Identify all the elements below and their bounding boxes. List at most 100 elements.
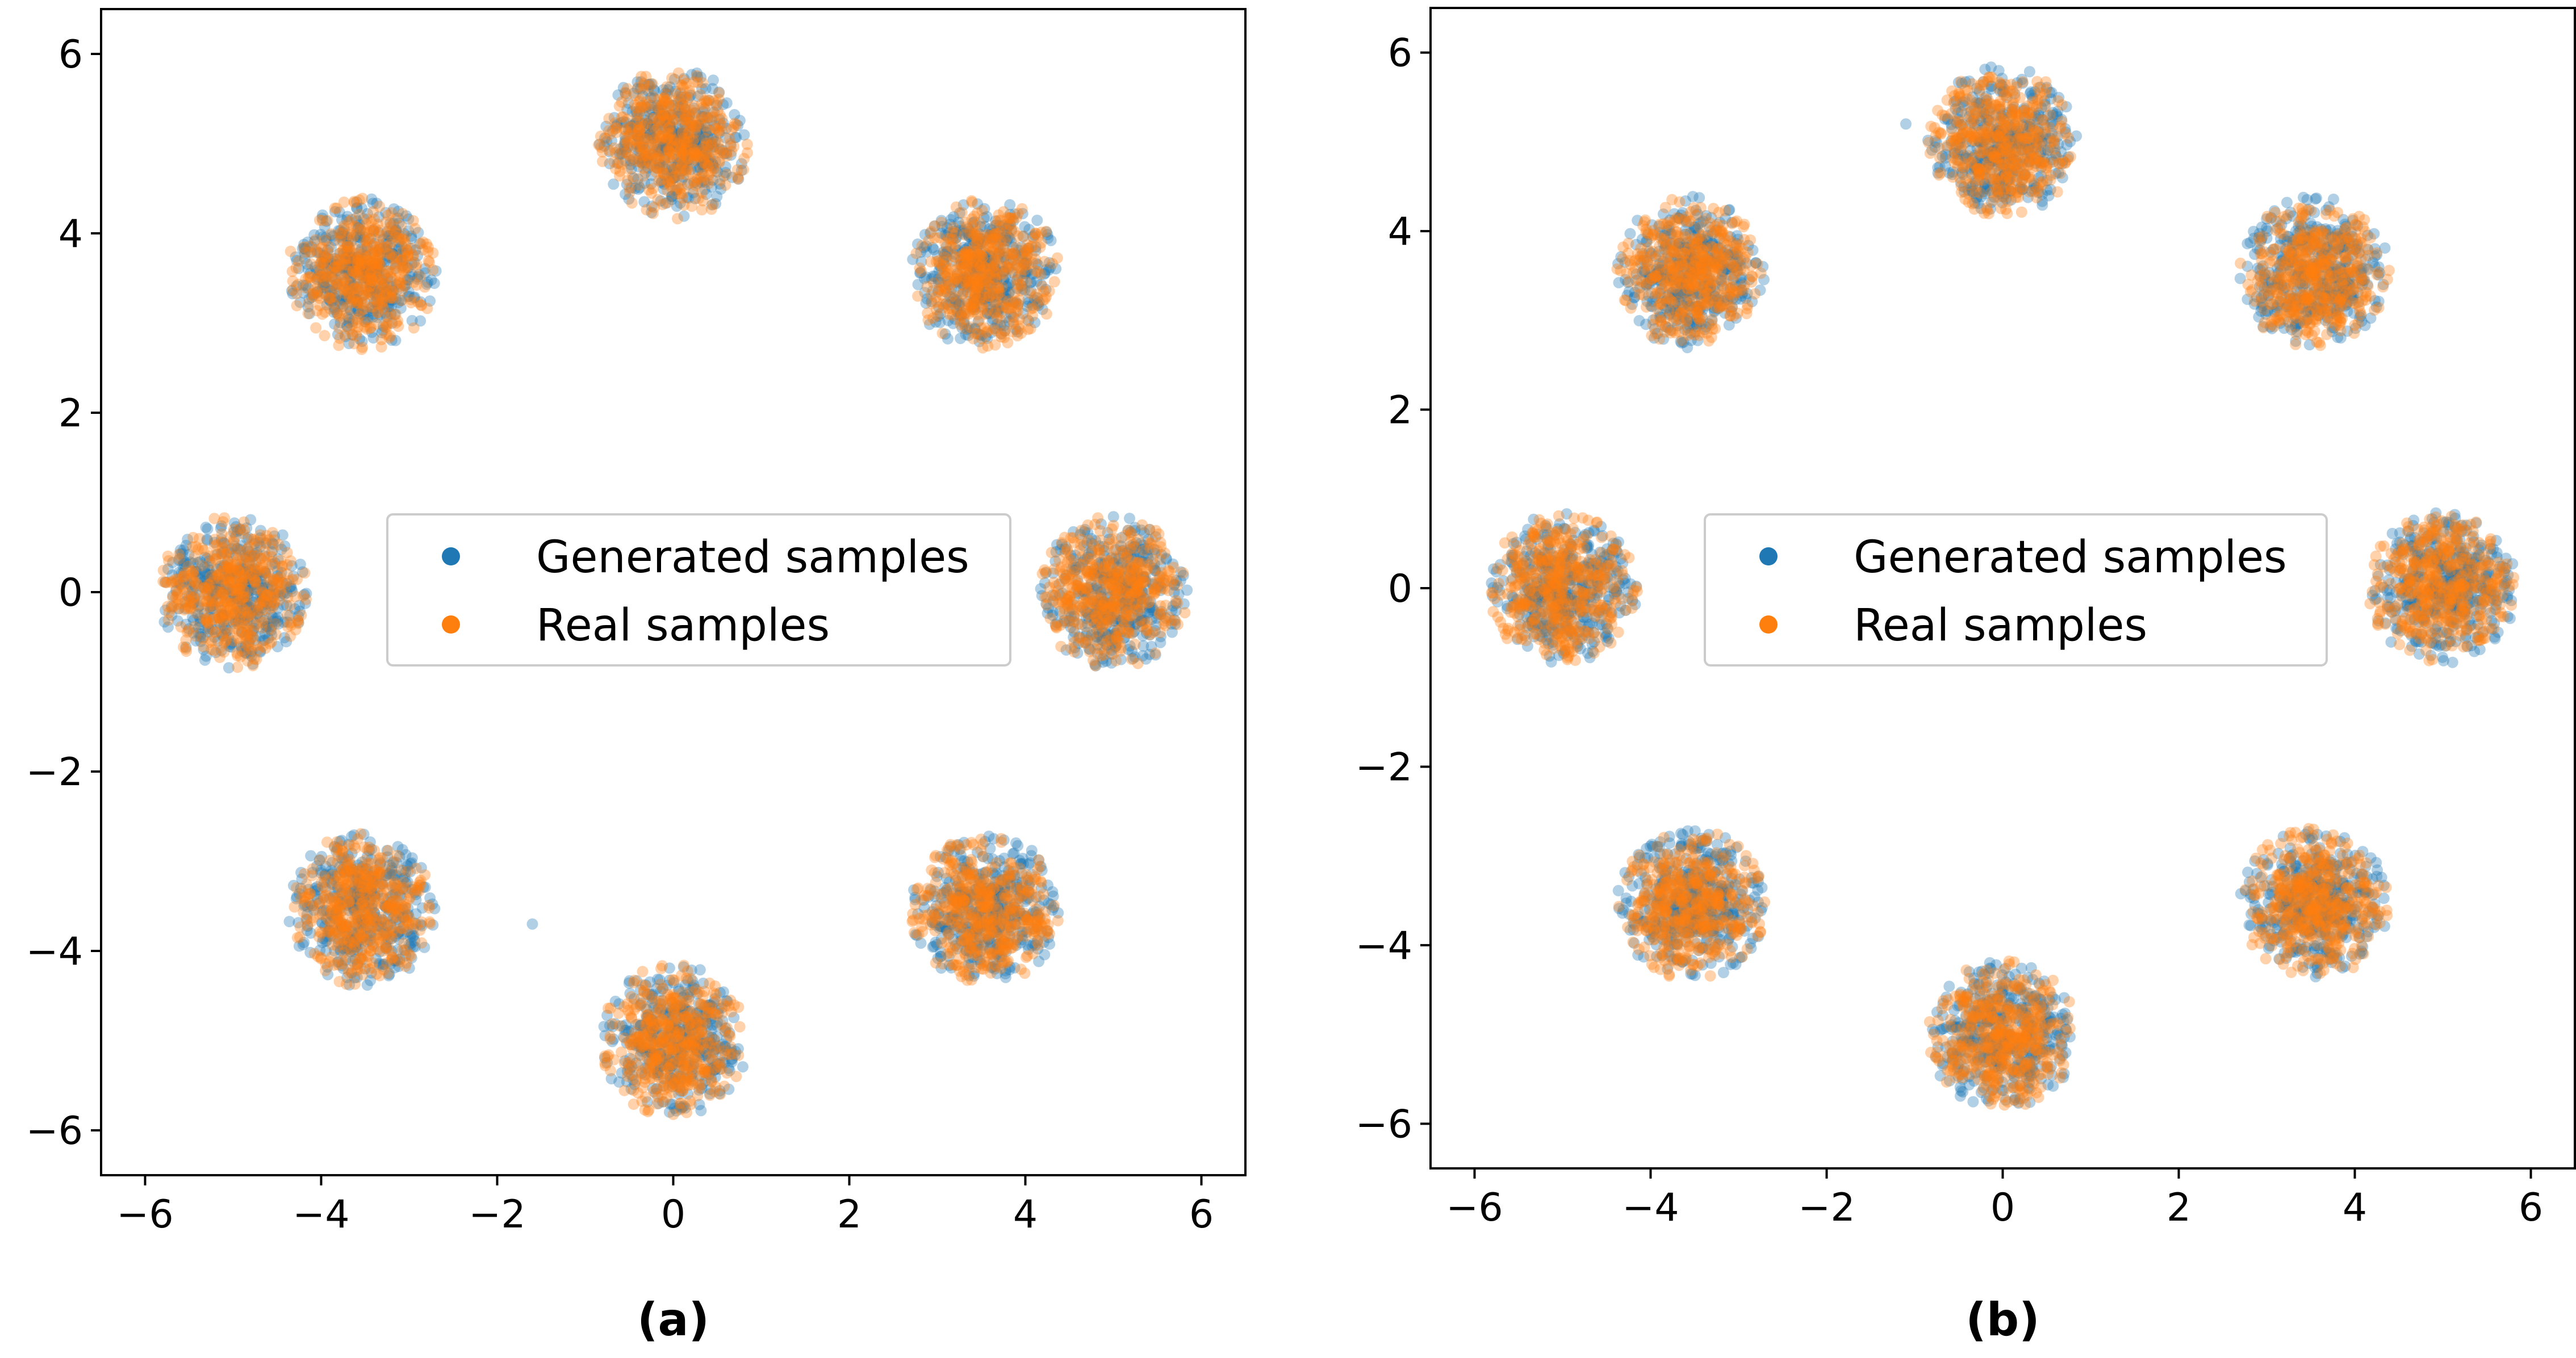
data-point [1089, 660, 1101, 672]
data-point [679, 114, 690, 125]
data-point [1128, 611, 1140, 623]
data-point [361, 979, 373, 991]
data-point [623, 129, 635, 141]
data-point [1141, 607, 1153, 619]
data-point [1040, 291, 1052, 303]
data-point [1135, 615, 1147, 627]
data-point [1124, 640, 1136, 652]
data-point [1126, 585, 1138, 597]
data-point [1097, 653, 1109, 665]
data-point [1118, 548, 1130, 560]
data-point [683, 87, 695, 99]
data-point [333, 340, 345, 351]
data-point [632, 115, 644, 127]
data-point [696, 98, 708, 110]
data-point [1130, 537, 1142, 548]
data-point [1056, 537, 1068, 549]
data-point [1155, 537, 1166, 548]
data-point [1011, 279, 1023, 291]
data-point [1010, 837, 1022, 849]
data-point [1125, 527, 1137, 538]
data-point [1120, 608, 1132, 620]
data-point [1107, 511, 1119, 523]
data-point [1055, 544, 1067, 556]
data-point [1072, 580, 1084, 592]
data-point [1070, 564, 1082, 576]
data-point [1181, 584, 1193, 596]
data-point [1113, 567, 1124, 579]
data-point [630, 156, 642, 167]
data-point [1010, 259, 1022, 271]
data-point [1148, 558, 1160, 570]
data-point [1089, 563, 1101, 575]
data-point [738, 153, 750, 165]
data-point [915, 265, 927, 277]
data-point [1120, 590, 1132, 602]
data-point [993, 209, 1005, 221]
data-point [1048, 563, 1060, 575]
data-point [1098, 572, 1110, 584]
data-point [1107, 557, 1119, 569]
data-point [1147, 626, 1159, 638]
data-point [1093, 567, 1105, 579]
data-point [1060, 644, 1072, 656]
data-point [1152, 609, 1164, 621]
data-point [1109, 615, 1121, 627]
data-point [386, 207, 398, 219]
data-point [632, 81, 644, 93]
data-point [1124, 526, 1136, 538]
data-point [1116, 531, 1128, 543]
data-point [644, 148, 656, 160]
data-point [1090, 631, 1102, 643]
data-point [361, 323, 373, 335]
data-point [1125, 561, 1136, 573]
data-point [1148, 562, 1159, 574]
data-point [650, 161, 662, 173]
data-point [1137, 650, 1149, 662]
data-point [324, 292, 336, 304]
data-point [1116, 557, 1128, 569]
data-point [375, 341, 387, 353]
data-point [1088, 568, 1100, 580]
data-point [344, 291, 356, 303]
data-point [1141, 556, 1153, 568]
data-point [1109, 574, 1120, 586]
data-point [1097, 572, 1109, 584]
data-point [1039, 564, 1051, 576]
data-point [996, 331, 1007, 343]
data-point [319, 330, 331, 342]
data-point [356, 343, 367, 355]
data-point [1095, 556, 1107, 568]
data-point [672, 91, 684, 103]
data-point [1092, 619, 1103, 631]
data-point [1082, 551, 1094, 563]
data-point [310, 322, 322, 334]
data-point [1149, 547, 1161, 559]
data-point [647, 183, 659, 195]
data-point [1014, 313, 1026, 325]
data-point [1079, 554, 1091, 565]
data-point [1115, 582, 1127, 594]
data-point [1106, 602, 1118, 614]
data-point [299, 246, 311, 258]
data-point [710, 135, 722, 146]
data-point [383, 332, 395, 344]
data-point [372, 244, 384, 256]
data-point [1179, 607, 1191, 619]
data-point [1094, 630, 1106, 642]
data-point [1108, 624, 1120, 636]
data-point [956, 207, 968, 219]
data-point [1053, 579, 1065, 590]
data-point [603, 112, 615, 124]
data-point [1152, 580, 1164, 592]
data-point [1132, 657, 1144, 669]
data-point [1143, 606, 1155, 618]
data-point [1107, 519, 1119, 531]
data-point [1140, 571, 1151, 582]
data-point [1085, 629, 1097, 641]
data-point [1134, 589, 1146, 601]
data-point [1131, 564, 1143, 576]
data-point [1145, 602, 1157, 614]
data-point [1138, 572, 1149, 583]
